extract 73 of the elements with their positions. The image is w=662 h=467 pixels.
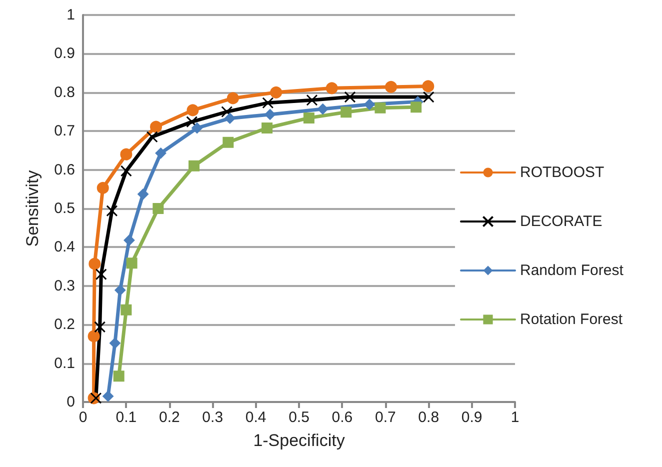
- point: [95, 268, 107, 280]
- point: [192, 122, 203, 134]
- x-tick-label: 0: [78, 409, 88, 426]
- y-tick-label: 0.8: [54, 84, 75, 101]
- point: [317, 104, 328, 115]
- y-tick-label: 0.2: [54, 316, 75, 334]
- point: [114, 284, 126, 296]
- legend-label: DECORATE: [520, 213, 602, 230]
- y-tick-label: 0.6: [54, 161, 75, 178]
- x-tick-label: 0.8: [418, 409, 440, 426]
- legend-label: ROTBOOST: [520, 164, 604, 181]
- point: [109, 338, 120, 349]
- x-tick-label: 0.7: [374, 409, 396, 426]
- point: [422, 91, 434, 103]
- point: [270, 86, 282, 98]
- point: [186, 104, 199, 116]
- y-tick-label: 0.7: [54, 122, 75, 140]
- y-tick-label: 0.1: [54, 354, 75, 372]
- point: [410, 102, 422, 113]
- point: [155, 148, 166, 159]
- legend-label: Rotation Forest: [520, 311, 624, 328]
- point: [262, 122, 273, 134]
- point: [88, 258, 101, 270]
- y-tick-label: 0.3: [54, 277, 75, 294]
- point: [152, 203, 164, 214]
- x-tick-label: 0.3: [202, 409, 224, 426]
- point: [188, 160, 200, 172]
- point: [340, 106, 352, 118]
- point: [226, 92, 239, 104]
- point: [422, 80, 434, 92]
- y-tick-label: 1: [66, 6, 75, 24]
- point: [126, 258, 138, 269]
- x-tick-label: 0.1: [116, 409, 137, 426]
- point: [138, 188, 149, 200]
- point: [222, 136, 234, 148]
- x-tick-label: 0.9: [461, 409, 482, 426]
- point: [90, 392, 102, 404]
- x-axis-title: 1-Specificity: [253, 431, 346, 450]
- point: [306, 94, 318, 106]
- point: [113, 370, 124, 382]
- point: [94, 321, 106, 333]
- y-tick-label: 0.5: [54, 200, 75, 217]
- y-tick-label: 0.4: [54, 238, 75, 256]
- y-axis-title: Sensitivity: [23, 170, 42, 247]
- point: [264, 108, 276, 120]
- legend-label: Random Forest: [520, 262, 624, 279]
- point: [96, 182, 109, 194]
- point: [150, 120, 162, 133]
- point: [364, 98, 375, 110]
- point: [106, 205, 118, 217]
- point: [120, 148, 132, 160]
- y-tick-label: 0: [66, 394, 75, 410]
- point: [120, 304, 132, 316]
- point: [186, 116, 198, 128]
- point: [120, 165, 132, 177]
- point: [102, 390, 114, 402]
- point: [344, 91, 356, 103]
- point: [221, 106, 233, 118]
- point: [385, 80, 398, 93]
- x-tick-label: 0.5: [288, 409, 310, 426]
- x-tick-label: 0.4: [245, 409, 266, 426]
- point: [88, 330, 100, 342]
- point: [303, 112, 314, 124]
- y-tick-label: 0.9: [54, 45, 75, 62]
- point: [262, 97, 274, 109]
- x-tick-label: 0.2: [158, 409, 180, 426]
- x-tick-label: 1: [510, 409, 520, 426]
- point: [224, 112, 236, 124]
- point: [146, 131, 158, 143]
- x-tick-label: 0.6: [332, 409, 353, 426]
- point: [124, 234, 135, 246]
- point: [374, 102, 386, 114]
- point: [326, 82, 338, 94]
